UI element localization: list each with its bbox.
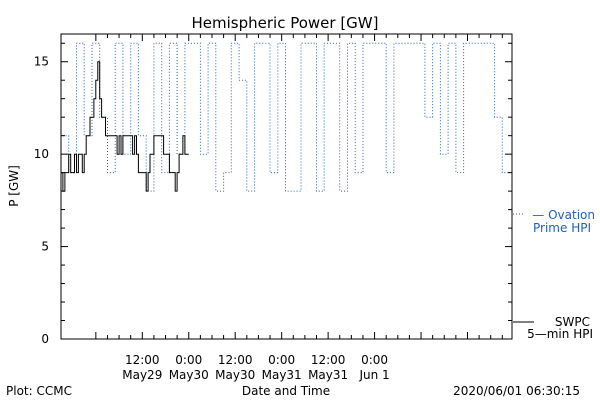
plot-frame xyxy=(60,33,513,340)
x-tick-label-date: May31 xyxy=(262,368,302,382)
y-tick-label: 5 xyxy=(41,240,49,254)
y-axis: 0 5 10 15 xyxy=(34,42,512,346)
legend-swpc-label-2: 5—min HPI xyxy=(527,327,593,341)
legend-swpc-label: SWPC xyxy=(555,315,590,329)
footer-timestamp: 2020/06/01 06:30:15 xyxy=(453,384,580,398)
series-layer xyxy=(60,42,511,192)
x-tick-label-date: May30 xyxy=(215,368,255,382)
x-tick-label-date: May31 xyxy=(308,368,348,382)
x-tick-label-time: 0:00 xyxy=(361,353,388,367)
x-axis: 12:00May290:00May3012:00May300:00May3112… xyxy=(95,34,503,382)
footer-credit: Plot: CCMC xyxy=(6,384,72,398)
legend-ovation-label-2: Prime HPI xyxy=(533,221,591,235)
x-tick-label-date: Jun 1 xyxy=(358,368,389,382)
series-ovation-line xyxy=(60,42,511,192)
x-tick-label-time: 12:00 xyxy=(218,353,253,367)
chart-title: Hemispheric Power [GW] xyxy=(192,14,379,32)
x-tick-label-date: May30 xyxy=(169,368,209,382)
series-swpc-line xyxy=(60,61,189,192)
y-axis-label: P [GW] xyxy=(7,165,21,207)
x-tick-label-date: May29 xyxy=(122,368,162,382)
x-axis-label: Date and Time xyxy=(242,384,330,398)
x-tick-label-time: 0:00 xyxy=(175,353,202,367)
y-tick-label: 0 xyxy=(41,332,49,346)
x-tick-label-time: 0:00 xyxy=(268,353,295,367)
x-tick-label-time: 12:00 xyxy=(125,353,160,367)
x-tick-label-time: 12:00 xyxy=(311,353,346,367)
y-tick-label: 15 xyxy=(34,55,49,69)
y-tick-label: 10 xyxy=(34,147,49,161)
legend-ovation-label: — Ovation xyxy=(532,208,595,222)
